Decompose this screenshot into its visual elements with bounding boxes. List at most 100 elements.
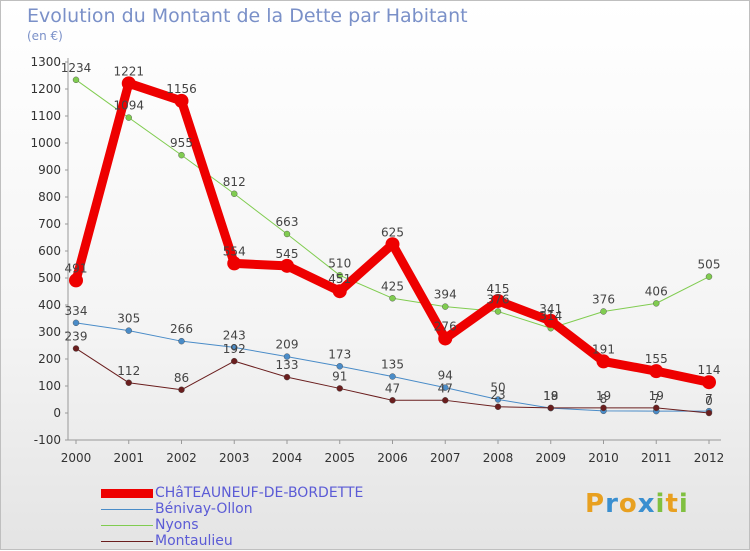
data-point — [705, 273, 713, 280]
data-point — [702, 375, 716, 390]
data-label: 19 — [649, 389, 664, 403]
data-point — [231, 344, 238, 351]
data-point — [653, 300, 660, 307]
data-label: 173 — [328, 347, 351, 361]
data-point — [543, 313, 558, 328]
legend-item: Montaulieu — [101, 533, 501, 549]
data-label: 47 — [385, 381, 400, 395]
x-tick-label: 2003 — [219, 451, 250, 465]
data-label: 406 — [645, 284, 668, 298]
data-point — [389, 373, 396, 380]
data-label: 334 — [65, 304, 88, 318]
legend-item: Nyons — [101, 517, 501, 533]
data-label: 243 — [223, 328, 246, 342]
legend-label: Bénivay-Ollon — [155, 501, 253, 517]
data-point — [283, 353, 291, 360]
y-tick-label: 400 — [38, 298, 61, 312]
x-tick-label: 2000 — [61, 451, 92, 465]
data-point — [178, 151, 185, 159]
y-tick-label: 500 — [38, 271, 61, 285]
legend-swatch — [101, 541, 153, 542]
data-point — [442, 397, 449, 404]
data-point — [178, 337, 185, 345]
legend-label: CHâTEAUNEUF-DE-BORDETTE — [155, 485, 364, 501]
data-label: 114 — [698, 363, 721, 377]
data-point — [174, 93, 189, 108]
data-point — [332, 284, 347, 299]
data-point — [442, 303, 449, 310]
y-tick-label: 700 — [38, 217, 61, 231]
data-point — [336, 385, 343, 392]
data-point — [389, 295, 396, 302]
data-point — [283, 373, 291, 381]
data-point — [649, 364, 664, 379]
chart-subtitle: (en €) — [27, 29, 63, 43]
data-label: 209 — [276, 338, 299, 352]
data-point — [491, 293, 505, 308]
x-tick-label: 2009 — [535, 451, 566, 465]
data-point — [125, 327, 132, 334]
data-point — [121, 76, 136, 91]
legend-item: CHâTEAUNEUF-DE-BORDETTE — [101, 485, 501, 501]
y-tick-label: 100 — [38, 379, 61, 393]
logo-letter: t — [665, 489, 679, 519]
data-label: 192 — [223, 342, 246, 356]
logo-letter: i — [678, 489, 689, 519]
data-label: 239 — [65, 329, 88, 343]
data-label: 545 — [276, 247, 299, 261]
legend-swatch — [101, 509, 153, 510]
data-label: 305 — [117, 312, 140, 326]
data-label: 94 — [438, 369, 453, 383]
data-label: 18 — [543, 389, 558, 403]
x-tick-label: 2007 — [430, 451, 461, 465]
data-label: 394 — [434, 288, 457, 302]
data-label: 155 — [645, 352, 668, 366]
data-point — [600, 404, 607, 412]
y-tick-label: 1200 — [30, 82, 61, 96]
y-tick-label: 0 — [53, 406, 61, 420]
logo-letter: o — [618, 489, 638, 519]
data-point — [653, 404, 660, 412]
data-label: 266 — [170, 322, 193, 336]
data-label: 955 — [170, 136, 193, 150]
data-point — [72, 345, 80, 352]
data-point — [231, 357, 238, 365]
y-tick-label: 800 — [38, 190, 61, 204]
legend-label: Nyons — [155, 517, 199, 533]
data-label: 1156 — [166, 82, 197, 96]
data-point — [125, 379, 132, 386]
data-point — [600, 308, 607, 315]
data-label: 47 — [438, 381, 453, 395]
data-label: 491 — [65, 261, 88, 275]
y-tick-label: -100 — [34, 433, 61, 447]
data-label: 554 — [223, 244, 246, 258]
data-label: 8 — [600, 392, 608, 406]
logo-letter: x — [637, 489, 656, 519]
data-point — [280, 258, 294, 273]
data-label: 625 — [381, 225, 404, 239]
data-label: 510 — [328, 256, 351, 270]
data-label: 1234 — [61, 61, 92, 75]
logo-letter: P — [585, 489, 606, 519]
data-label: 86 — [174, 371, 189, 385]
data-label: 7 — [705, 392, 713, 406]
x-tick-label: 2006 — [377, 451, 408, 465]
data-point — [336, 272, 343, 279]
data-point — [705, 409, 713, 417]
data-point — [442, 384, 449, 391]
legend-swatch — [101, 489, 153, 498]
data-label: 191 — [592, 342, 615, 356]
data-label: 23 — [490, 388, 505, 402]
data-label: 505 — [698, 258, 721, 272]
data-label: 663 — [276, 215, 299, 229]
data-label: 135 — [381, 358, 404, 372]
x-tick-label: 2002 — [166, 451, 197, 465]
data-label: 1221 — [113, 64, 144, 78]
data-point — [72, 76, 80, 84]
proxiti-logo: Proxiti — [585, 489, 689, 519]
legend-item: Bénivay-Ollon — [101, 501, 501, 517]
data-point — [385, 237, 400, 252]
data-point — [336, 363, 343, 370]
y-tick-label: 1100 — [30, 109, 61, 123]
data-label: 812 — [223, 175, 246, 189]
